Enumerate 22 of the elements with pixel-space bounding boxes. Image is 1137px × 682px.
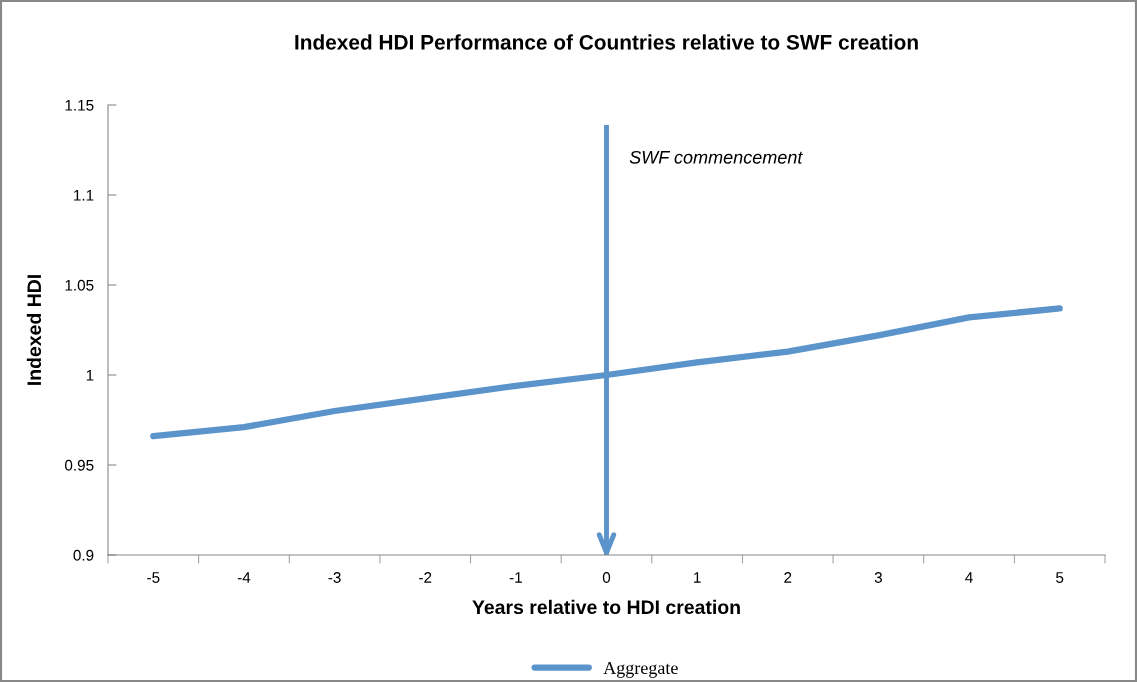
x-tick-label: -3 [328, 572, 341, 583]
x-axis-title: Years relative to HDI creation [472, 599, 740, 615]
y-tick-label: 0.95 [64, 459, 94, 471]
x-tick-label: 4 [965, 572, 973, 583]
y-axis-title: Indexed HDI [26, 275, 42, 385]
y-tick-label: 1.05 [65, 279, 94, 291]
chart-title: Indexed HDI Performance of Countries relative to SWF creation [295, 34, 918, 50]
y-tick-label: 1 [86, 370, 94, 381]
y-tick-label: 0.9 [73, 549, 94, 561]
ref-line-label: SWF commencement [629, 150, 804, 164]
legend-label: Aggregate [603, 661, 678, 678]
x-tick-label: 0 [602, 572, 611, 583]
x-tick-label: -1 [509, 572, 522, 583]
x-tick-label: 1 [694, 572, 701, 583]
y-tick-label: 1.1 [74, 190, 94, 201]
y-tick-label: 1.15 [65, 100, 94, 111]
x-tick-label: -5 [147, 572, 160, 583]
x-tick-label: 5 [1056, 572, 1064, 583]
x-tick-label: 3 [874, 572, 882, 583]
x-tick-label: -4 [237, 572, 251, 583]
x-tick-label: 2 [784, 572, 792, 583]
x-tick-label: -2 [419, 572, 432, 583]
